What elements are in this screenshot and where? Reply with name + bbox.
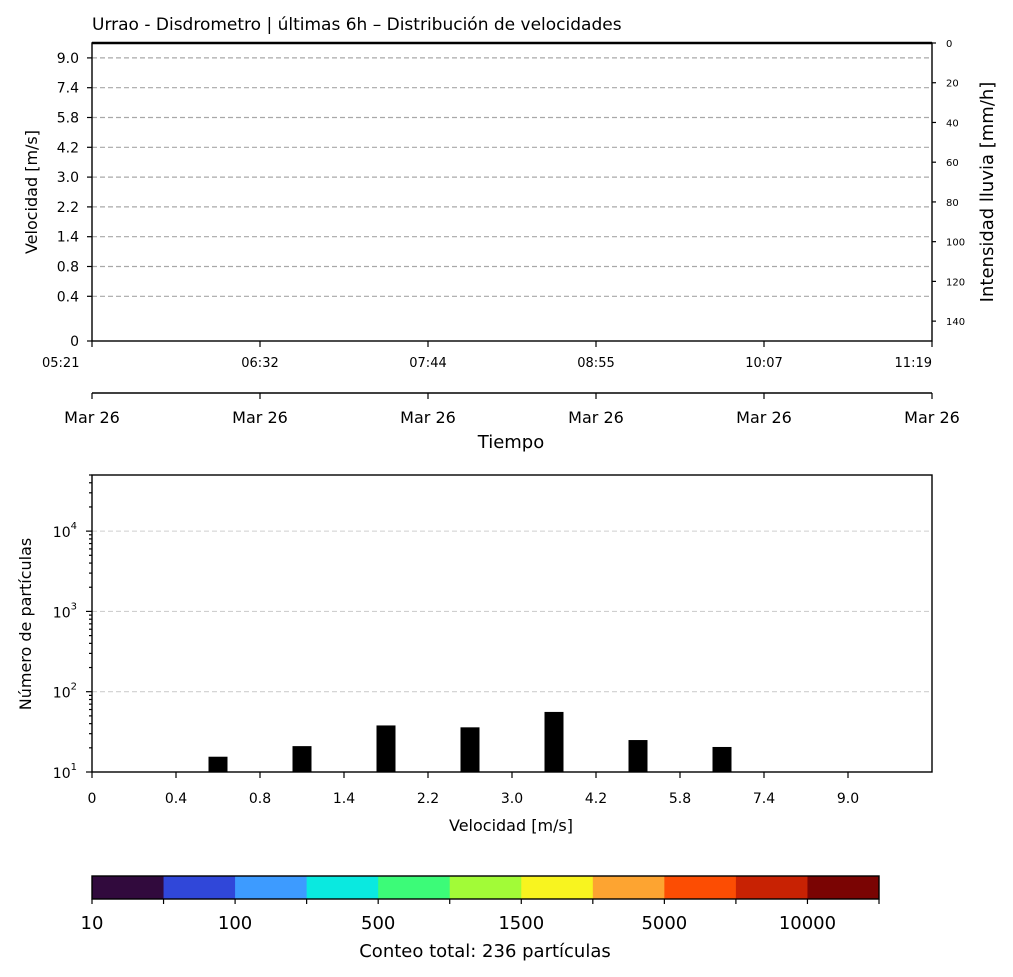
intensity-y-tick-label: 40	[946, 118, 959, 129]
histogram-x-tick-label: 7.4	[753, 791, 775, 807]
heatmap-y-tick-label: 2.2	[57, 200, 79, 216]
histogram-x-tick-label: 1.4	[333, 791, 355, 807]
date-x-tick-label: Mar 26	[904, 408, 960, 427]
histogram-x-tick-label: 4.2	[585, 791, 607, 807]
colorbar-swatch	[378, 876, 451, 899]
time-x-tick-label: 05:21	[42, 356, 79, 371]
colorbar-tick-label: 10000	[779, 913, 836, 934]
intensity-y-ticks: 0 20 40 60 80 100 120 140	[932, 39, 965, 328]
colorbar-tick-label: 10	[81, 913, 104, 934]
histogram-y-axis-label: Número de partículas	[16, 538, 35, 711]
colorbar-frame	[91, 875, 880, 900]
heatmap-y-tick-label: 0.4	[57, 289, 79, 305]
colorbar-ticks: 10 100 500 1500 5000 10000	[81, 899, 880, 934]
chart-title: Urrao - Disdrometro | últimas 6h – Distr…	[92, 15, 622, 35]
histogram-y-tick-label: 102	[53, 682, 77, 702]
histogram-y-tick-label: 101	[53, 762, 77, 782]
heatmap-y-axis-label: Velocidad [m/s]	[22, 130, 41, 254]
intensity-y-tick-label: 60	[946, 158, 959, 169]
histogram-x-tick-label: 0	[88, 791, 97, 807]
histogram-x-tick-label: 0.4	[165, 791, 187, 807]
time-axis-label: Tiempo	[477, 432, 545, 453]
histogram-bar	[628, 740, 648, 772]
histogram-gridlines	[92, 530, 932, 693]
histogram-plot-frame	[91, 474, 933, 773]
colorbar-tick-label: 500	[361, 913, 395, 934]
colorbar-swatches	[92, 876, 880, 899]
time-x-tick-label: 11:19	[895, 356, 932, 371]
heatmap-y-tick-label: 0	[70, 334, 79, 350]
heatmap-y-tick-label: 0.8	[57, 260, 79, 276]
date-x-tick-label: Mar 26	[64, 408, 120, 427]
time-x-tick-label: 06:32	[241, 356, 278, 371]
histogram-x-tick-label: 2.2	[417, 791, 439, 807]
date-x-tick-label: Mar 26	[736, 408, 792, 427]
date-x-tick-label: Mar 26	[232, 408, 288, 427]
intensity-y-axis-label: Intensidad lluvia [mm/h]	[977, 82, 998, 303]
colorbar-swatch	[807, 876, 880, 899]
histogram-bar	[460, 727, 480, 772]
histogram-y-tick-label: 104	[53, 521, 77, 541]
colorbar-tick-label: 100	[218, 913, 252, 934]
histogram-bar	[376, 725, 396, 772]
colorbar-tick-label: 1500	[498, 913, 544, 934]
heatmap-y-tick-label: 9.0	[57, 51, 79, 67]
histogram-x-tick-label: 3.0	[501, 791, 523, 807]
colorbar-swatch	[735, 876, 808, 899]
colorbar-swatch	[306, 876, 379, 899]
colorbar-swatch	[235, 876, 308, 899]
colorbar-swatch	[449, 876, 522, 899]
intensity-y-tick-label: 20	[946, 79, 959, 90]
histogram-bar	[208, 756, 228, 772]
histogram-panel: 101 102 103 104 0 0.4 0.8 1.4 2.2 3.0 4.2 5.8 7.4 9.…	[16, 474, 933, 835]
intensity-y-tick-label: 140	[946, 317, 965, 328]
heatmap-y-tick-label: 5.8	[57, 111, 79, 127]
colorbar-swatch	[92, 876, 165, 899]
colorbar: 10 100 500 1500 5000 10000 Conteo total: 236 …	[81, 875, 880, 962]
colorbar-swatch	[521, 876, 594, 899]
date-x-tick-label: Mar 26	[568, 408, 624, 427]
time-x-tick-label: 10:07	[745, 356, 782, 371]
heatmap-y-ticks: 0 0.4 0.8 1.4 2.2 3.0 4.2 5.8 7.4 9.0	[57, 51, 92, 350]
colorbar-swatch	[664, 876, 737, 899]
heatmap-y-tick-label: 4.2	[57, 140, 79, 156]
intensity-y-tick-label: 100	[946, 238, 965, 249]
heatmap-panel: 0 0.4 0.8 1.4 2.2 3.0 4.2 5.8 7.4 9.0 0 20 40 60 80 10…	[22, 39, 998, 453]
colorbar-label: Conteo total: 236 partículas	[359, 941, 611, 962]
histogram-y-ticks: 101 102 103 104	[53, 474, 92, 782]
histogram-x-tick-label: 5.8	[669, 791, 691, 807]
intensity-y-tick-label: 120	[946, 277, 965, 288]
histogram-bar	[544, 711, 564, 772]
time-x-tick-label: 08:55	[577, 356, 614, 371]
colorbar-swatch	[163, 876, 236, 899]
histogram-x-axis-label: Velocidad [m/s]	[449, 816, 573, 835]
histogram-x-ticks: 0 0.4 0.8 1.4 2.2 3.0 4.2 5.8 7.4 9.0	[88, 772, 859, 807]
intensity-y-tick-label: 80	[946, 198, 959, 209]
date-x-ticks: Mar 26 Mar 26 Mar 26 Mar 26 Mar 26 Mar 26	[64, 393, 960, 427]
histogram-x-tick-label: 9.0	[837, 791, 859, 807]
heatmap-gridlines	[92, 57, 932, 297]
heatmap-y-tick-label: 1.4	[57, 230, 79, 246]
histogram-bars	[208, 711, 732, 772]
histogram-bar	[292, 746, 312, 772]
intensity-y-tick-label: 0	[946, 39, 952, 50]
time-x-ticks: 05:21 06:32 07:44 08:55 10:07 11:19	[42, 341, 933, 371]
histogram-bar	[712, 746, 732, 772]
histogram-y-tick-label: 103	[53, 601, 77, 621]
date-x-tick-label: Mar 26	[400, 408, 456, 427]
time-x-tick-label: 07:44	[409, 356, 446, 371]
colorbar-tick-label: 5000	[641, 913, 687, 934]
histogram-x-tick-label: 0.8	[249, 791, 271, 807]
colorbar-swatch	[592, 876, 665, 899]
heatmap-y-tick-label: 3.0	[57, 170, 79, 186]
heatmap-y-tick-label: 7.4	[57, 81, 79, 97]
